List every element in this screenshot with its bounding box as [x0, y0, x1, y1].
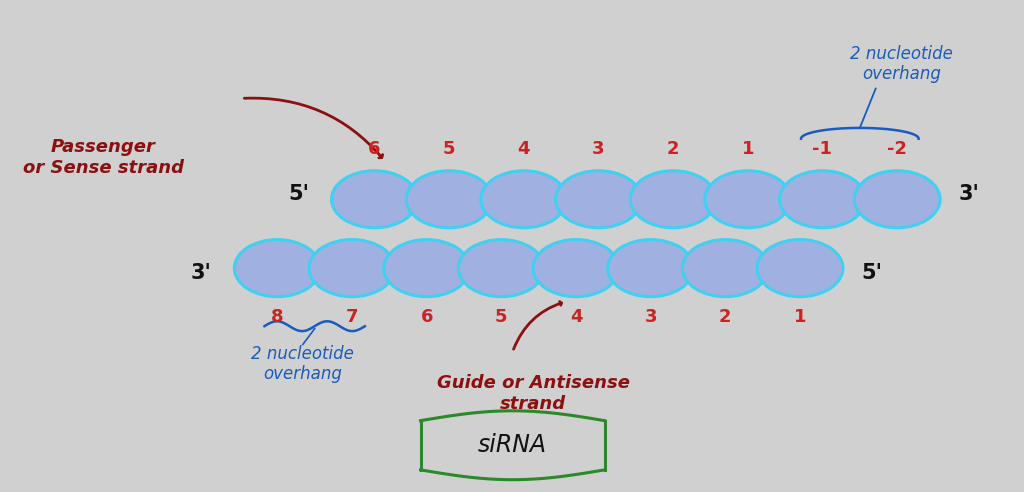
Text: -2: -2: [887, 140, 907, 158]
Text: 2 nucleotide
overhang: 2 nucleotide overhang: [252, 345, 354, 383]
Ellipse shape: [556, 171, 641, 228]
Text: 4: 4: [569, 308, 583, 326]
Text: 3: 3: [644, 308, 657, 326]
Text: 2: 2: [667, 140, 679, 158]
Ellipse shape: [682, 240, 768, 297]
Ellipse shape: [407, 171, 493, 228]
Ellipse shape: [534, 240, 618, 297]
Ellipse shape: [332, 171, 418, 228]
Text: Guide or Antisense
strand: Guide or Antisense strand: [436, 374, 630, 413]
Text: 2: 2: [719, 308, 731, 326]
Text: 2 nucleotide
overhang: 2 nucleotide overhang: [850, 45, 952, 83]
Text: Passenger
or Sense strand: Passenger or Sense strand: [23, 138, 184, 177]
Text: 3: 3: [592, 140, 605, 158]
Ellipse shape: [757, 240, 843, 297]
Text: 6: 6: [369, 140, 381, 158]
Text: 3': 3': [958, 184, 979, 204]
Text: 5': 5': [861, 263, 883, 283]
Text: 7: 7: [346, 308, 358, 326]
Ellipse shape: [481, 171, 566, 228]
Text: 5: 5: [495, 308, 508, 326]
Ellipse shape: [854, 171, 940, 228]
Text: 4: 4: [517, 140, 530, 158]
Text: 5: 5: [443, 140, 456, 158]
Text: 1: 1: [741, 140, 754, 158]
Ellipse shape: [459, 240, 545, 297]
Text: 5': 5': [288, 184, 309, 204]
Ellipse shape: [705, 171, 791, 228]
Ellipse shape: [779, 171, 865, 228]
Text: 3': 3': [190, 263, 212, 283]
Ellipse shape: [309, 240, 395, 297]
Ellipse shape: [384, 240, 470, 297]
Ellipse shape: [234, 240, 321, 297]
Ellipse shape: [607, 240, 693, 297]
Text: 6: 6: [421, 308, 433, 326]
Text: 1: 1: [794, 308, 806, 326]
Ellipse shape: [630, 171, 716, 228]
Text: -1: -1: [812, 140, 833, 158]
Text: 8: 8: [271, 308, 284, 326]
Text: siRNA: siRNA: [478, 433, 547, 457]
